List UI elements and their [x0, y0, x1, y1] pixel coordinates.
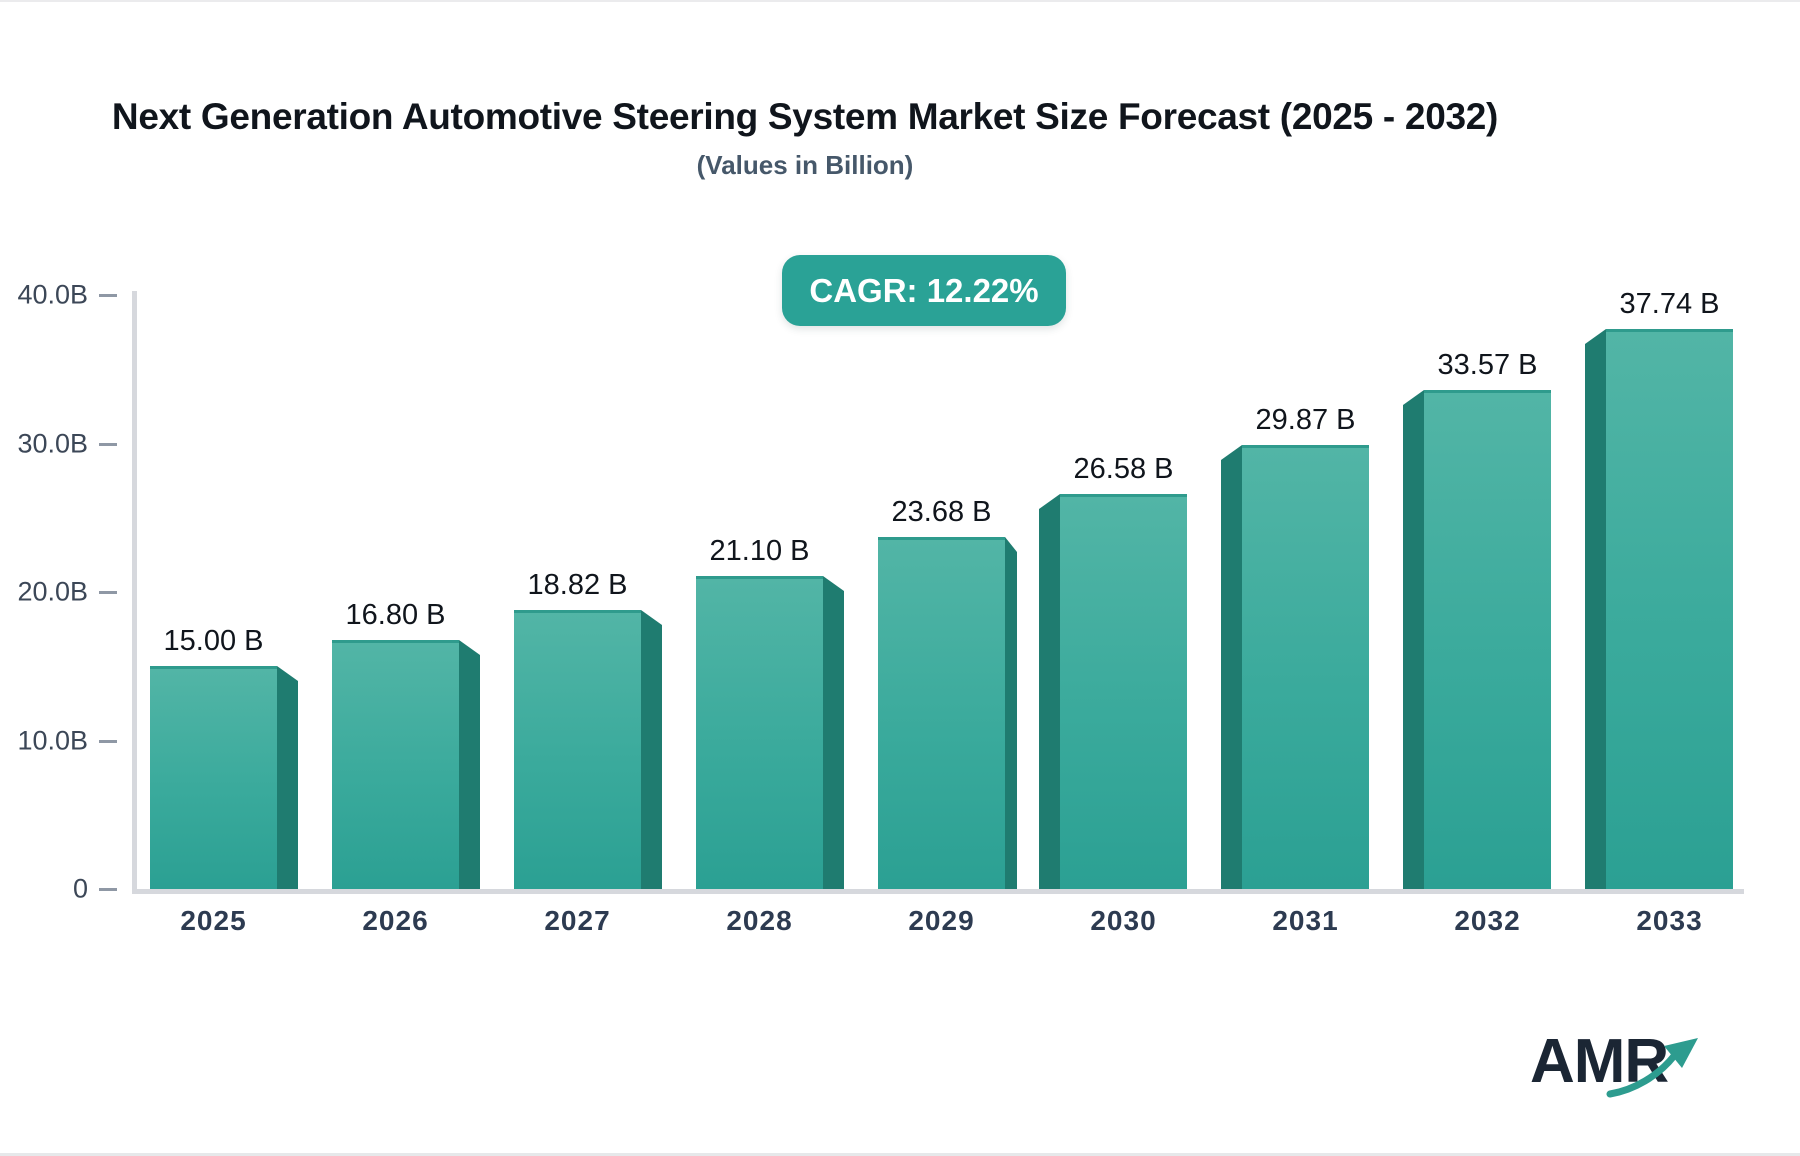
- bar-2032[interactable]: [1424, 390, 1551, 889]
- x-axis-label-2026: 2026: [362, 905, 429, 936]
- x-axis-label-2025: 2025: [180, 905, 247, 936]
- growth-arrow-icon: [1606, 1038, 1698, 1098]
- y-axis-tick-mark: [99, 888, 117, 891]
- y-axis-tick-label: 20.0B: [17, 576, 88, 607]
- bar-side-2026: [459, 640, 480, 889]
- bar-side-2027: [641, 610, 662, 889]
- x-axis-label-2029: 2029: [908, 905, 975, 936]
- bar-2031[interactable]: [1242, 445, 1369, 889]
- y-axis-line: [132, 291, 137, 894]
- bar-2027[interactable]: [514, 610, 641, 889]
- y-axis-tick-mark: [99, 591, 117, 594]
- x-axis-label-2027: 2027: [544, 905, 611, 936]
- bar-2033[interactable]: [1606, 329, 1733, 889]
- x-axis-baseline: [132, 889, 1744, 894]
- y-axis-tick-mark: [99, 739, 117, 743]
- y-axis-tick-mark: [99, 442, 117, 446]
- chart-subtitle: (Values in Billion): [696, 150, 914, 180]
- x-axis-label-2032: 2032: [1454, 905, 1521, 936]
- chart-title: Next Generation Automotive Steering Syst…: [111, 96, 1499, 137]
- bar-side-2029: [1005, 537, 1017, 889]
- bar-value-label: 23.68 B: [891, 496, 992, 528]
- bar-side-2028: [823, 576, 844, 889]
- bar-2026[interactable]: [332, 640, 459, 889]
- amr-logo: AMR: [1530, 1030, 1730, 1110]
- bar-2029[interactable]: [878, 537, 1005, 889]
- bar-side-2031: [1221, 445, 1242, 889]
- y-axis-tick-label: 30.0B: [17, 428, 88, 458]
- bar-side-2025: [277, 666, 298, 889]
- bar-side-2030: [1039, 494, 1060, 889]
- bar-2028[interactable]: [696, 576, 823, 889]
- bar-side-2033: [1585, 329, 1606, 889]
- bar-value-label: 26.58 B: [1073, 453, 1174, 485]
- cagr-badge: CAGR: 12.22%: [782, 255, 1066, 326]
- y-axis-tick-label: 10.0B: [17, 725, 88, 755]
- bar-value-label: 16.80 B: [345, 599, 446, 631]
- y-axis-tick-mark: [99, 294, 117, 297]
- bar-value-label: 21.10 B: [709, 535, 810, 567]
- bar-2030[interactable]: [1060, 494, 1187, 889]
- x-axis-label-2028: 2028: [726, 905, 793, 936]
- bar-value-label: 37.74 B: [1619, 288, 1720, 320]
- bar-value-label: 33.57 B: [1437, 349, 1538, 381]
- y-axis-tick-label: 40.0B: [17, 279, 88, 310]
- y-axis-tick-label: 0: [72, 873, 88, 904]
- bar-side-2032: [1403, 390, 1424, 889]
- bar-value-label: 18.82 B: [527, 569, 628, 601]
- bar-value-label: 29.87 B: [1255, 404, 1356, 436]
- x-axis-label-2033: 2033: [1636, 905, 1703, 936]
- x-axis-label-2031: 2031: [1272, 905, 1339, 936]
- bar-value-label: 15.00 B: [163, 625, 264, 657]
- x-axis-label-2030: 2030: [1090, 905, 1157, 936]
- bar-2025[interactable]: [150, 666, 277, 889]
